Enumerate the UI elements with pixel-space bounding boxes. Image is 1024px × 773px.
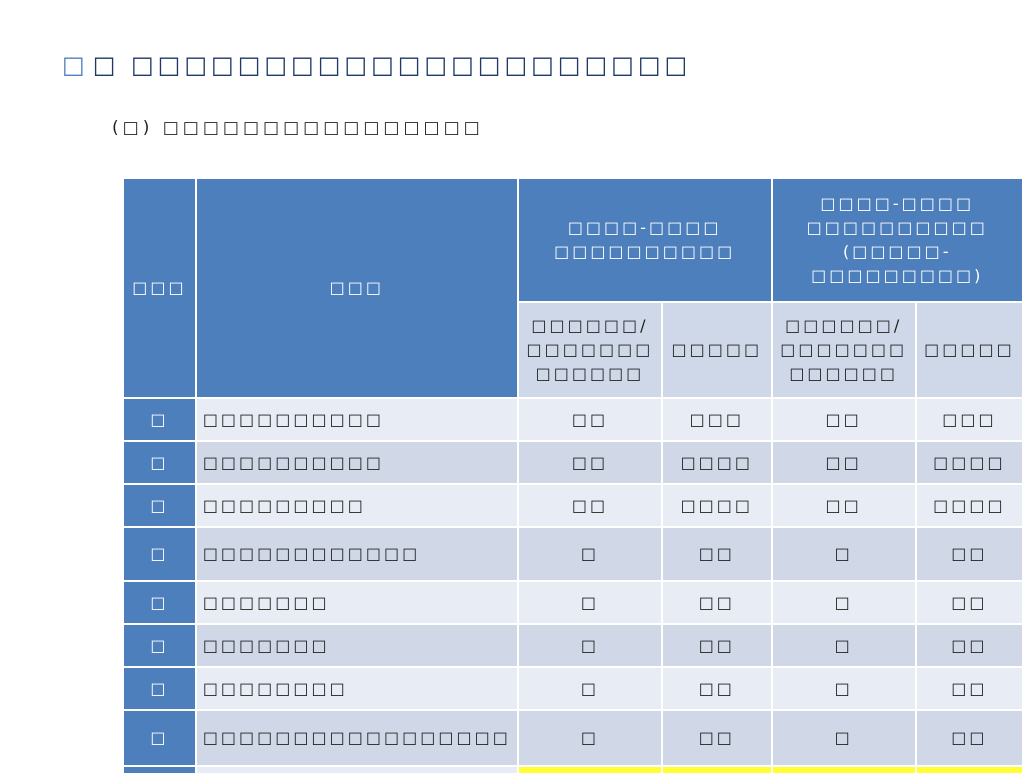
table-row: □ □□□□□□□□□□□□ □ □□ □ □□: [122, 526, 1024, 582]
subheader-a1-line: □□□□□□□: [526, 340, 654, 359]
row-b1: □□: [770, 483, 917, 528]
header-group-a-line: □□□□-□□□□: [567, 218, 722, 237]
row-b2: □□: [914, 580, 1024, 625]
row-name: □□□□□□□: [194, 623, 519, 668]
subheader-a1-line: □□□□□□/: [531, 316, 649, 335]
row-b1: □□: [770, 440, 917, 485]
subheader-b1-line: □□□□□□/: [785, 316, 903, 335]
row-index: □: [122, 580, 197, 625]
row-b1: □: [770, 709, 917, 767]
row-index: □: [122, 526, 197, 582]
table-row-partial: [122, 765, 1024, 773]
row-a2: □□: [661, 526, 773, 582]
row-a1: □□: [516, 440, 664, 485]
row-index: □: [122, 623, 197, 668]
row-b2: □□□: [914, 397, 1024, 442]
slide-title: □ □ □□□□□□□□□□□□□□□□□□□□□: [62, 48, 691, 82]
data-table: □□□ □□□ □□□□-□□□□ □□□□□□□□□□ □□□□-□□□□ □…: [122, 177, 1024, 773]
header-group-b-line: □□□□-□□□□: [820, 194, 975, 213]
table-row: □ □□□□□□□□□ □□ □□□□ □□ □□□□: [122, 483, 1024, 528]
row-a2: □□: [661, 709, 773, 767]
subheader-a1-line: □□□□□□: [535, 364, 645, 383]
header-index: □□□: [122, 177, 197, 399]
row-a2: □□□□: [661, 483, 773, 528]
row-index: □: [122, 397, 197, 442]
header-group-b: □□□□-□□□□ □□□□□□□□□□ (□□□□□- □□□□□□□□□): [770, 177, 1024, 303]
subheader-b1: □□□□□□/ □□□□□□□ □□□□□□: [770, 301, 917, 399]
table-row: □ □□□□□□□□□□□□□□□□□ □ □□ □ □□: [122, 709, 1024, 767]
row-a2: □□: [661, 623, 773, 668]
row-name: [194, 765, 519, 773]
row-index: □: [122, 483, 197, 528]
row-b2: □□: [914, 623, 1024, 668]
title-text: □ □□□□□□□□□□□□□□□□□□□□□: [92, 51, 692, 79]
header-group-b-line: (□□□□□-: [842, 242, 952, 261]
table-row: □ □□□□□□□ □ □□ □ □□: [122, 580, 1024, 625]
subheader-a1: □□□□□□/ □□□□□□□ □□□□□□: [516, 301, 664, 399]
row-a1: □: [516, 709, 664, 767]
row-index: □: [122, 440, 197, 485]
row-name: □□□□□□□□□□: [194, 397, 519, 442]
row-b2: □□: [914, 709, 1024, 767]
table-row: □ □□□□□□□□□□ □□ □□□ □□ □□□: [122, 397, 1024, 442]
row-index: □: [122, 709, 197, 767]
subheader-a2: □□□□□: [661, 301, 773, 399]
row-name: □□□□□□□□□□□□□□□□□: [194, 709, 519, 767]
row-b1: □: [770, 580, 917, 625]
row-highlight: [770, 765, 917, 773]
slide-subtitle: (□) □□□□□□□□□□□□□□□□: [112, 118, 484, 138]
subheader-b2: □□□□□: [914, 301, 1024, 399]
subheader-b1-line: □□□□□□□: [780, 340, 908, 359]
row-a2: □□: [661, 580, 773, 625]
row-name: □□□□□□□□□□□□: [194, 526, 519, 582]
row-a1: □□: [516, 397, 664, 442]
row-b2: □□: [914, 666, 1024, 711]
row-name: □□□□□□□□: [194, 666, 519, 711]
row-b2: □□: [914, 526, 1024, 582]
row-index: □: [122, 666, 197, 711]
row-b1: □: [770, 526, 917, 582]
row-a2: □□□: [661, 397, 773, 442]
header-group-a-line: □□□□□□□□□□: [554, 242, 736, 261]
row-a1: □: [516, 623, 664, 668]
row-b1: □: [770, 666, 917, 711]
header-group-b-line: □□□□□□□□□□: [806, 218, 988, 237]
table-row: □ □□□□□□□ □ □□ □ □□: [122, 623, 1024, 668]
row-a1: □: [516, 580, 664, 625]
header-name: □□□: [194, 177, 519, 399]
header-group-b-line: □□□□□□□□□): [811, 266, 984, 285]
row-b1: □□: [770, 397, 917, 442]
row-index: [122, 765, 197, 773]
row-b2: □□□□: [914, 440, 1024, 485]
row-highlight: [914, 765, 1024, 773]
row-name: □□□□□□□□□: [194, 483, 519, 528]
row-name: □□□□□□□□□□: [194, 440, 519, 485]
title-number: □: [62, 51, 89, 79]
header-group-a: □□□□-□□□□ □□□□□□□□□□: [516, 177, 773, 303]
row-name: □□□□□□□: [194, 580, 519, 625]
row-a1: □: [516, 666, 664, 711]
row-a2: □□: [661, 666, 773, 711]
row-highlight: [661, 765, 773, 773]
row-b2: □□□□: [914, 483, 1024, 528]
row-a1: □□: [516, 483, 664, 528]
row-a1: □: [516, 526, 664, 582]
subheader-b1-line: □□□□□□: [789, 364, 899, 383]
table-row: □ □□□□□□□□ □ □□ □ □□: [122, 666, 1024, 711]
row-a2: □□□□: [661, 440, 773, 485]
row-highlight: [516, 765, 664, 773]
table-row: □ □□□□□□□□□□ □□ □□□□ □□ □□□□: [122, 440, 1024, 485]
row-b1: □: [770, 623, 917, 668]
